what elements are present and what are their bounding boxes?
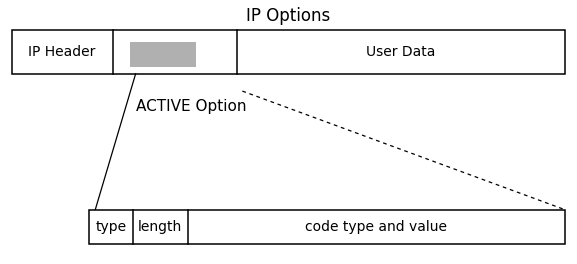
Text: type: type: [96, 220, 126, 234]
Text: code type and value: code type and value: [305, 220, 448, 234]
Text: IP Options: IP Options: [246, 7, 331, 25]
Text: IP Header: IP Header: [28, 45, 96, 59]
Text: ACTIVE Option: ACTIVE Option: [136, 100, 246, 114]
Bar: [130, 42, 196, 67]
Text: length: length: [138, 220, 182, 234]
Bar: [89, 210, 565, 244]
Bar: [12, 30, 565, 74]
Text: User Data: User Data: [366, 45, 436, 59]
